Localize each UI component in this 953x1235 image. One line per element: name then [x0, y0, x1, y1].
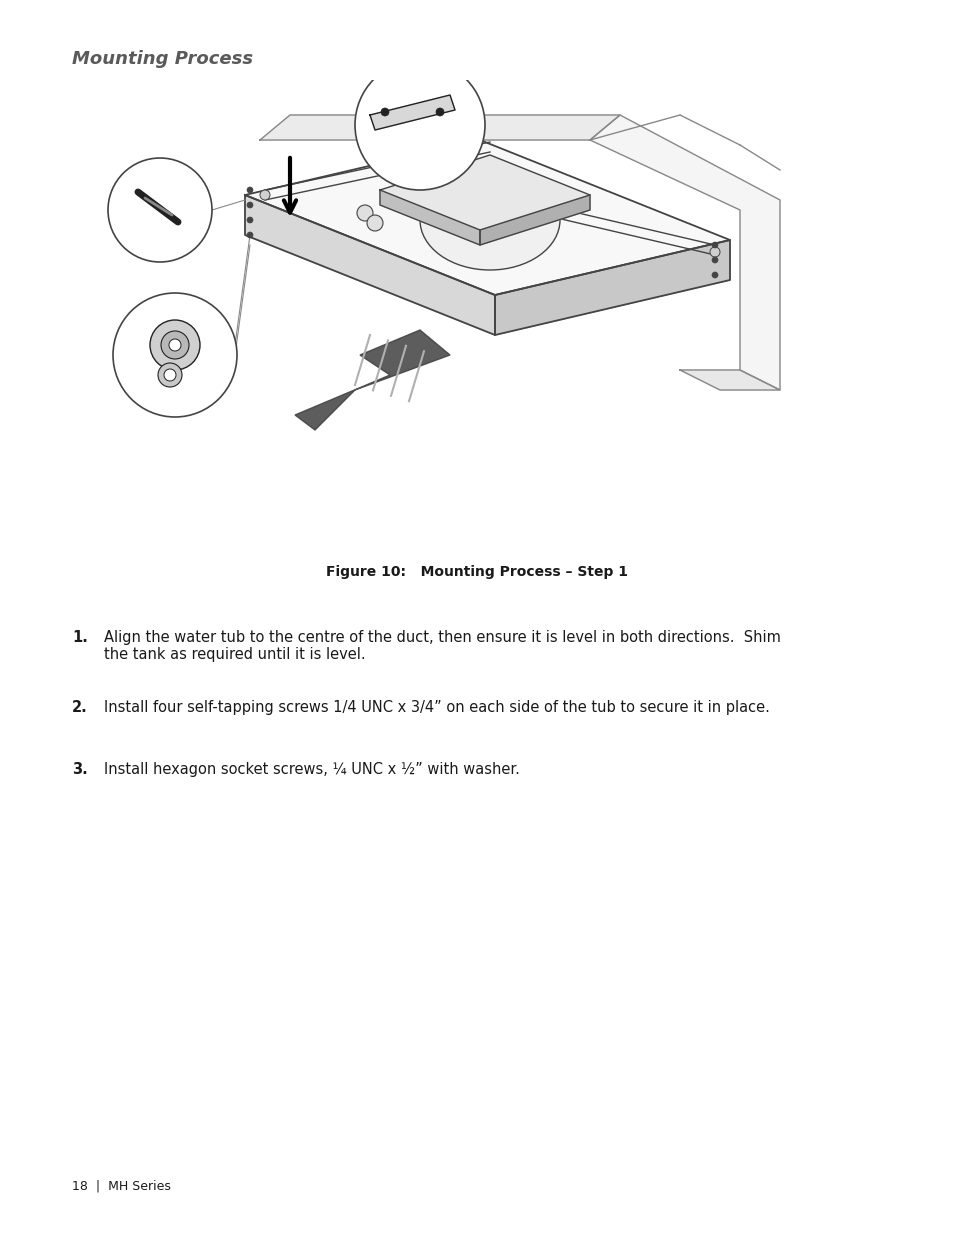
- Polygon shape: [479, 195, 589, 245]
- Text: Install four self-tapping screws 1/4 UNC x 3/4” on each side of the tub to secur: Install four self-tapping screws 1/4 UNC…: [104, 700, 769, 715]
- Circle shape: [150, 320, 200, 370]
- Circle shape: [158, 363, 182, 387]
- Text: 2.: 2.: [71, 700, 88, 715]
- Circle shape: [355, 61, 484, 190]
- Polygon shape: [245, 140, 729, 295]
- Circle shape: [711, 242, 718, 248]
- Text: Install hexagon socket screws, ¼ UNC x ½” with washer.: Install hexagon socket screws, ¼ UNC x ½…: [104, 762, 519, 777]
- Circle shape: [356, 205, 373, 221]
- Circle shape: [161, 331, 189, 359]
- Circle shape: [169, 338, 181, 351]
- Circle shape: [380, 107, 389, 116]
- Circle shape: [112, 293, 236, 417]
- Text: Align the water tub to the centre of the duct, then ensure it is level in both d: Align the water tub to the centre of the…: [104, 630, 781, 662]
- Circle shape: [436, 107, 443, 116]
- Circle shape: [247, 232, 253, 238]
- Circle shape: [711, 257, 718, 263]
- Polygon shape: [260, 115, 619, 140]
- Polygon shape: [294, 330, 450, 430]
- Circle shape: [247, 217, 253, 224]
- Polygon shape: [370, 95, 455, 130]
- Circle shape: [260, 190, 270, 200]
- Text: 3.: 3.: [71, 762, 88, 777]
- Circle shape: [711, 272, 718, 278]
- Text: Mounting Process: Mounting Process: [71, 49, 253, 68]
- Polygon shape: [679, 370, 780, 390]
- Circle shape: [247, 186, 253, 193]
- Circle shape: [709, 247, 720, 257]
- Ellipse shape: [419, 170, 559, 270]
- Text: 1.: 1.: [71, 630, 88, 645]
- Text: 18  |  MH Series: 18 | MH Series: [71, 1179, 171, 1193]
- Polygon shape: [379, 156, 589, 230]
- Polygon shape: [245, 195, 495, 335]
- Circle shape: [164, 369, 175, 382]
- Circle shape: [108, 158, 212, 262]
- Polygon shape: [495, 240, 729, 335]
- Text: Figure 10:   Mounting Process – Step 1: Figure 10: Mounting Process – Step 1: [326, 564, 627, 579]
- Polygon shape: [379, 190, 479, 245]
- Polygon shape: [589, 115, 780, 390]
- Circle shape: [247, 203, 253, 207]
- Circle shape: [367, 215, 382, 231]
